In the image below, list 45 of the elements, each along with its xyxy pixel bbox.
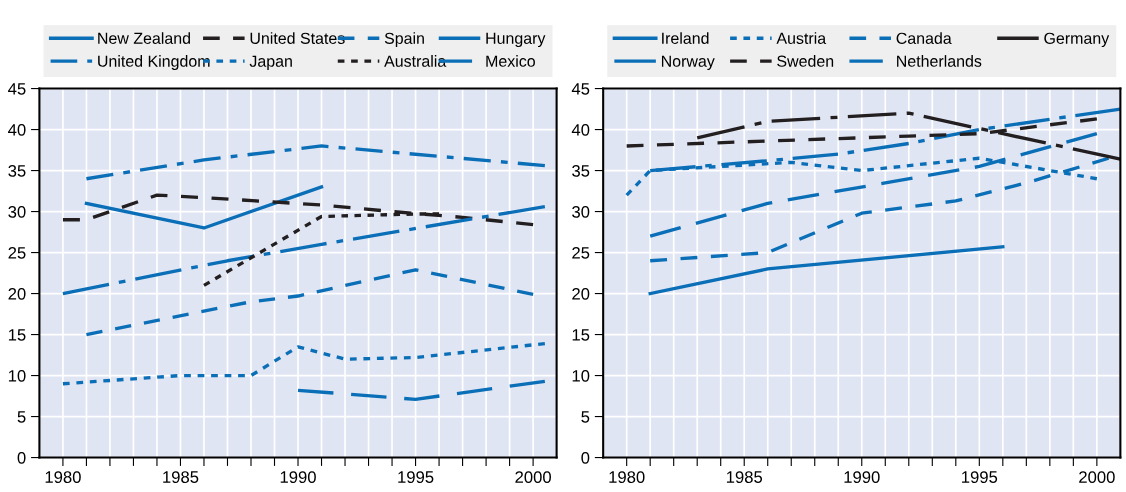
legend-label: United States <box>250 32 345 44</box>
legend-label: New Zealand <box>98 32 190 44</box>
y-tick-label: 5 <box>17 411 26 423</box>
y-tick-label: 20 <box>8 287 26 300</box>
x-tick-label: 1980 <box>45 471 81 483</box>
y-tick-label: 45 <box>8 83 26 95</box>
y-tick-label: 30 <box>8 205 26 218</box>
x-tick-label: 2000 <box>515 471 551 483</box>
y-tick-label: 40 <box>571 123 590 136</box>
legend-label: Sweden <box>777 55 834 67</box>
y-tick-label: 15 <box>572 329 590 341</box>
legend-label: United Kingdom <box>98 55 210 70</box>
y-tick-label: 15 <box>8 329 26 341</box>
x-tick-label: 1995 <box>962 471 998 483</box>
legend-label: Ireland <box>662 32 709 44</box>
y-tick-label: 35 <box>572 164 590 177</box>
x-tick-label: 1985 <box>726 471 763 483</box>
y-tick-label: 30 <box>572 205 590 218</box>
y-tick-label: 10 <box>572 369 590 382</box>
legend-label: Norway <box>661 55 715 70</box>
x-tick-label: 1980 <box>609 471 645 483</box>
x-tick-label: 1990 <box>280 471 316 483</box>
x-tick-label: 1995 <box>398 471 434 483</box>
y-tick-label: 10 <box>8 369 26 382</box>
y-tick-label: 0 <box>17 451 26 464</box>
legend-label: Spain <box>384 32 424 48</box>
y-tick-label: 5 <box>581 411 590 423</box>
legend-label: Netherlands <box>897 55 982 67</box>
y-tick-label: 45 <box>571 83 590 95</box>
y-tick-label: 25 <box>572 246 590 259</box>
y-tick-label: 25 <box>8 246 26 259</box>
legend-label: Austria <box>776 32 827 44</box>
x-tick-label: 2000 <box>1079 471 1115 483</box>
legend-label: Germany <box>1044 32 1110 48</box>
y-tick-label: 40 <box>8 123 26 136</box>
x-tick-label: 1985 <box>163 471 199 483</box>
legend-label: Japan <box>249 55 292 70</box>
legend-label: Hungary <box>486 32 546 48</box>
legend-label: Australia <box>384 55 447 67</box>
y-tick-label: 20 <box>572 287 590 300</box>
y-tick-label: 35 <box>8 164 26 177</box>
legend-label: Canada <box>896 32 952 44</box>
y-tick-label: 0 <box>581 451 590 464</box>
x-tick-label: 1990 <box>844 471 880 483</box>
legend-label: Mexico <box>486 55 535 67</box>
